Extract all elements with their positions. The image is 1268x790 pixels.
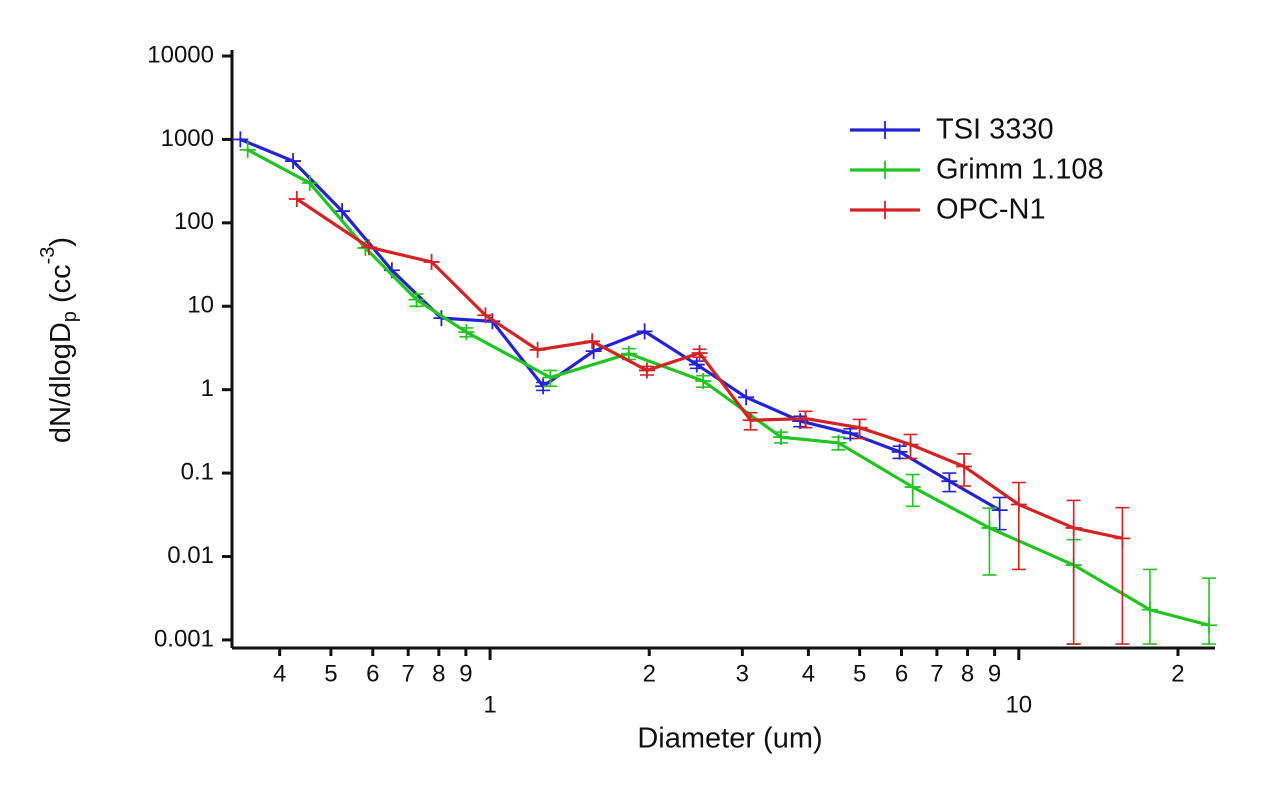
x-tick-label: 6: [366, 660, 379, 687]
point-marker: [851, 419, 868, 436]
point-marker: [981, 519, 998, 536]
point-marker: [1201, 617, 1218, 634]
legend-label: OPC-N1: [936, 194, 1046, 226]
x-tick-label: 4: [802, 660, 815, 687]
y-tick-label: 1000: [161, 125, 214, 152]
legend-label: Grimm 1.108: [936, 154, 1104, 186]
y-title-end: ): [45, 237, 77, 247]
point-marker: [360, 239, 377, 256]
point-marker: [334, 203, 351, 220]
y-tick-label: 10: [187, 292, 214, 319]
y-tick-label: 0.01: [167, 542, 214, 569]
x-tick-label: 6: [895, 660, 908, 687]
y-tick-label: 100: [174, 208, 214, 235]
error-bar: [982, 507, 997, 576]
point-marker: [742, 412, 759, 429]
point-marker: [288, 191, 305, 208]
y-axis-title: dN/dlogDp (cc-3): [37, 237, 81, 443]
legend: TSI 3330 Grimm 1.108 OPC-N1: [850, 114, 1104, 226]
point-marker: [423, 253, 440, 270]
y-title-mid: (cc: [45, 264, 77, 311]
series-line: [246, 148, 1210, 627]
x-tick-label: 9: [459, 660, 472, 687]
point-marker: [239, 141, 256, 158]
series: [288, 191, 1131, 645]
series-line: [239, 137, 1001, 512]
point-marker: [773, 429, 789, 446]
point-marker: [232, 131, 249, 148]
y-title-sub: p: [59, 311, 81, 322]
point-marker: [991, 502, 1008, 519]
x-tick-label: 10: [1005, 691, 1032, 718]
x-tick-label: 2: [1171, 660, 1184, 687]
error-bar: [1202, 577, 1217, 645]
x-axis-title: Diameter (um): [637, 723, 822, 755]
point-marker: [738, 389, 755, 406]
point-marker: [941, 473, 958, 490]
point-marker: [408, 291, 425, 308]
point-marker: [585, 343, 602, 360]
point-marker: [636, 323, 653, 340]
point-marker: [542, 369, 559, 386]
x-tick-label: 5: [853, 660, 866, 687]
legend-label: TSI 3330: [936, 114, 1054, 146]
x-tick-label: 2: [643, 660, 656, 687]
point-marker: [1065, 519, 1082, 536]
point-marker: [797, 410, 814, 427]
y-title-main: dN/dlogD: [45, 322, 77, 443]
x-tick-label: 5: [324, 660, 337, 687]
point-marker: [529, 341, 546, 358]
point-marker: [477, 307, 494, 324]
x-tick-label: 7: [930, 660, 943, 687]
x-tick-label: 9: [988, 660, 1001, 687]
point-marker: [695, 373, 712, 390]
point-marker: [1141, 601, 1158, 618]
point-marker: [830, 434, 847, 451]
y-title-sup: -3: [37, 247, 59, 265]
x-tick-label: 8: [432, 660, 445, 687]
point-marker: [1114, 530, 1131, 547]
x-tick-label: 8: [961, 660, 974, 687]
y-tick-label: 1: [201, 375, 214, 402]
point-marker: [584, 333, 601, 350]
point-marker: [842, 425, 859, 442]
series: [239, 141, 1218, 645]
x-tick-label: 3: [736, 660, 749, 687]
point-marker: [458, 324, 475, 341]
series: [232, 131, 1008, 531]
point-marker: [1010, 496, 1027, 513]
point-marker: [956, 458, 973, 475]
x-tick-label: 4: [273, 660, 286, 687]
point-marker: [285, 153, 302, 170]
x-tick-label: 1: [483, 691, 496, 718]
x-tick-label: 7: [401, 660, 414, 687]
point-marker: [904, 479, 921, 496]
y-tick-label: 10000: [147, 41, 214, 68]
point-marker: [691, 345, 708, 362]
point-marker: [902, 436, 919, 453]
y-tick-label: 0.001: [154, 625, 214, 652]
point-marker: [688, 356, 705, 373]
error-bar: [1115, 506, 1130, 645]
point-marker: [891, 443, 908, 460]
point-marker: [638, 362, 655, 379]
point-marker: [301, 175, 318, 192]
y-tick-label: 0.1: [181, 458, 214, 485]
error-bar: [1011, 481, 1026, 571]
series-line: [295, 197, 1123, 540]
